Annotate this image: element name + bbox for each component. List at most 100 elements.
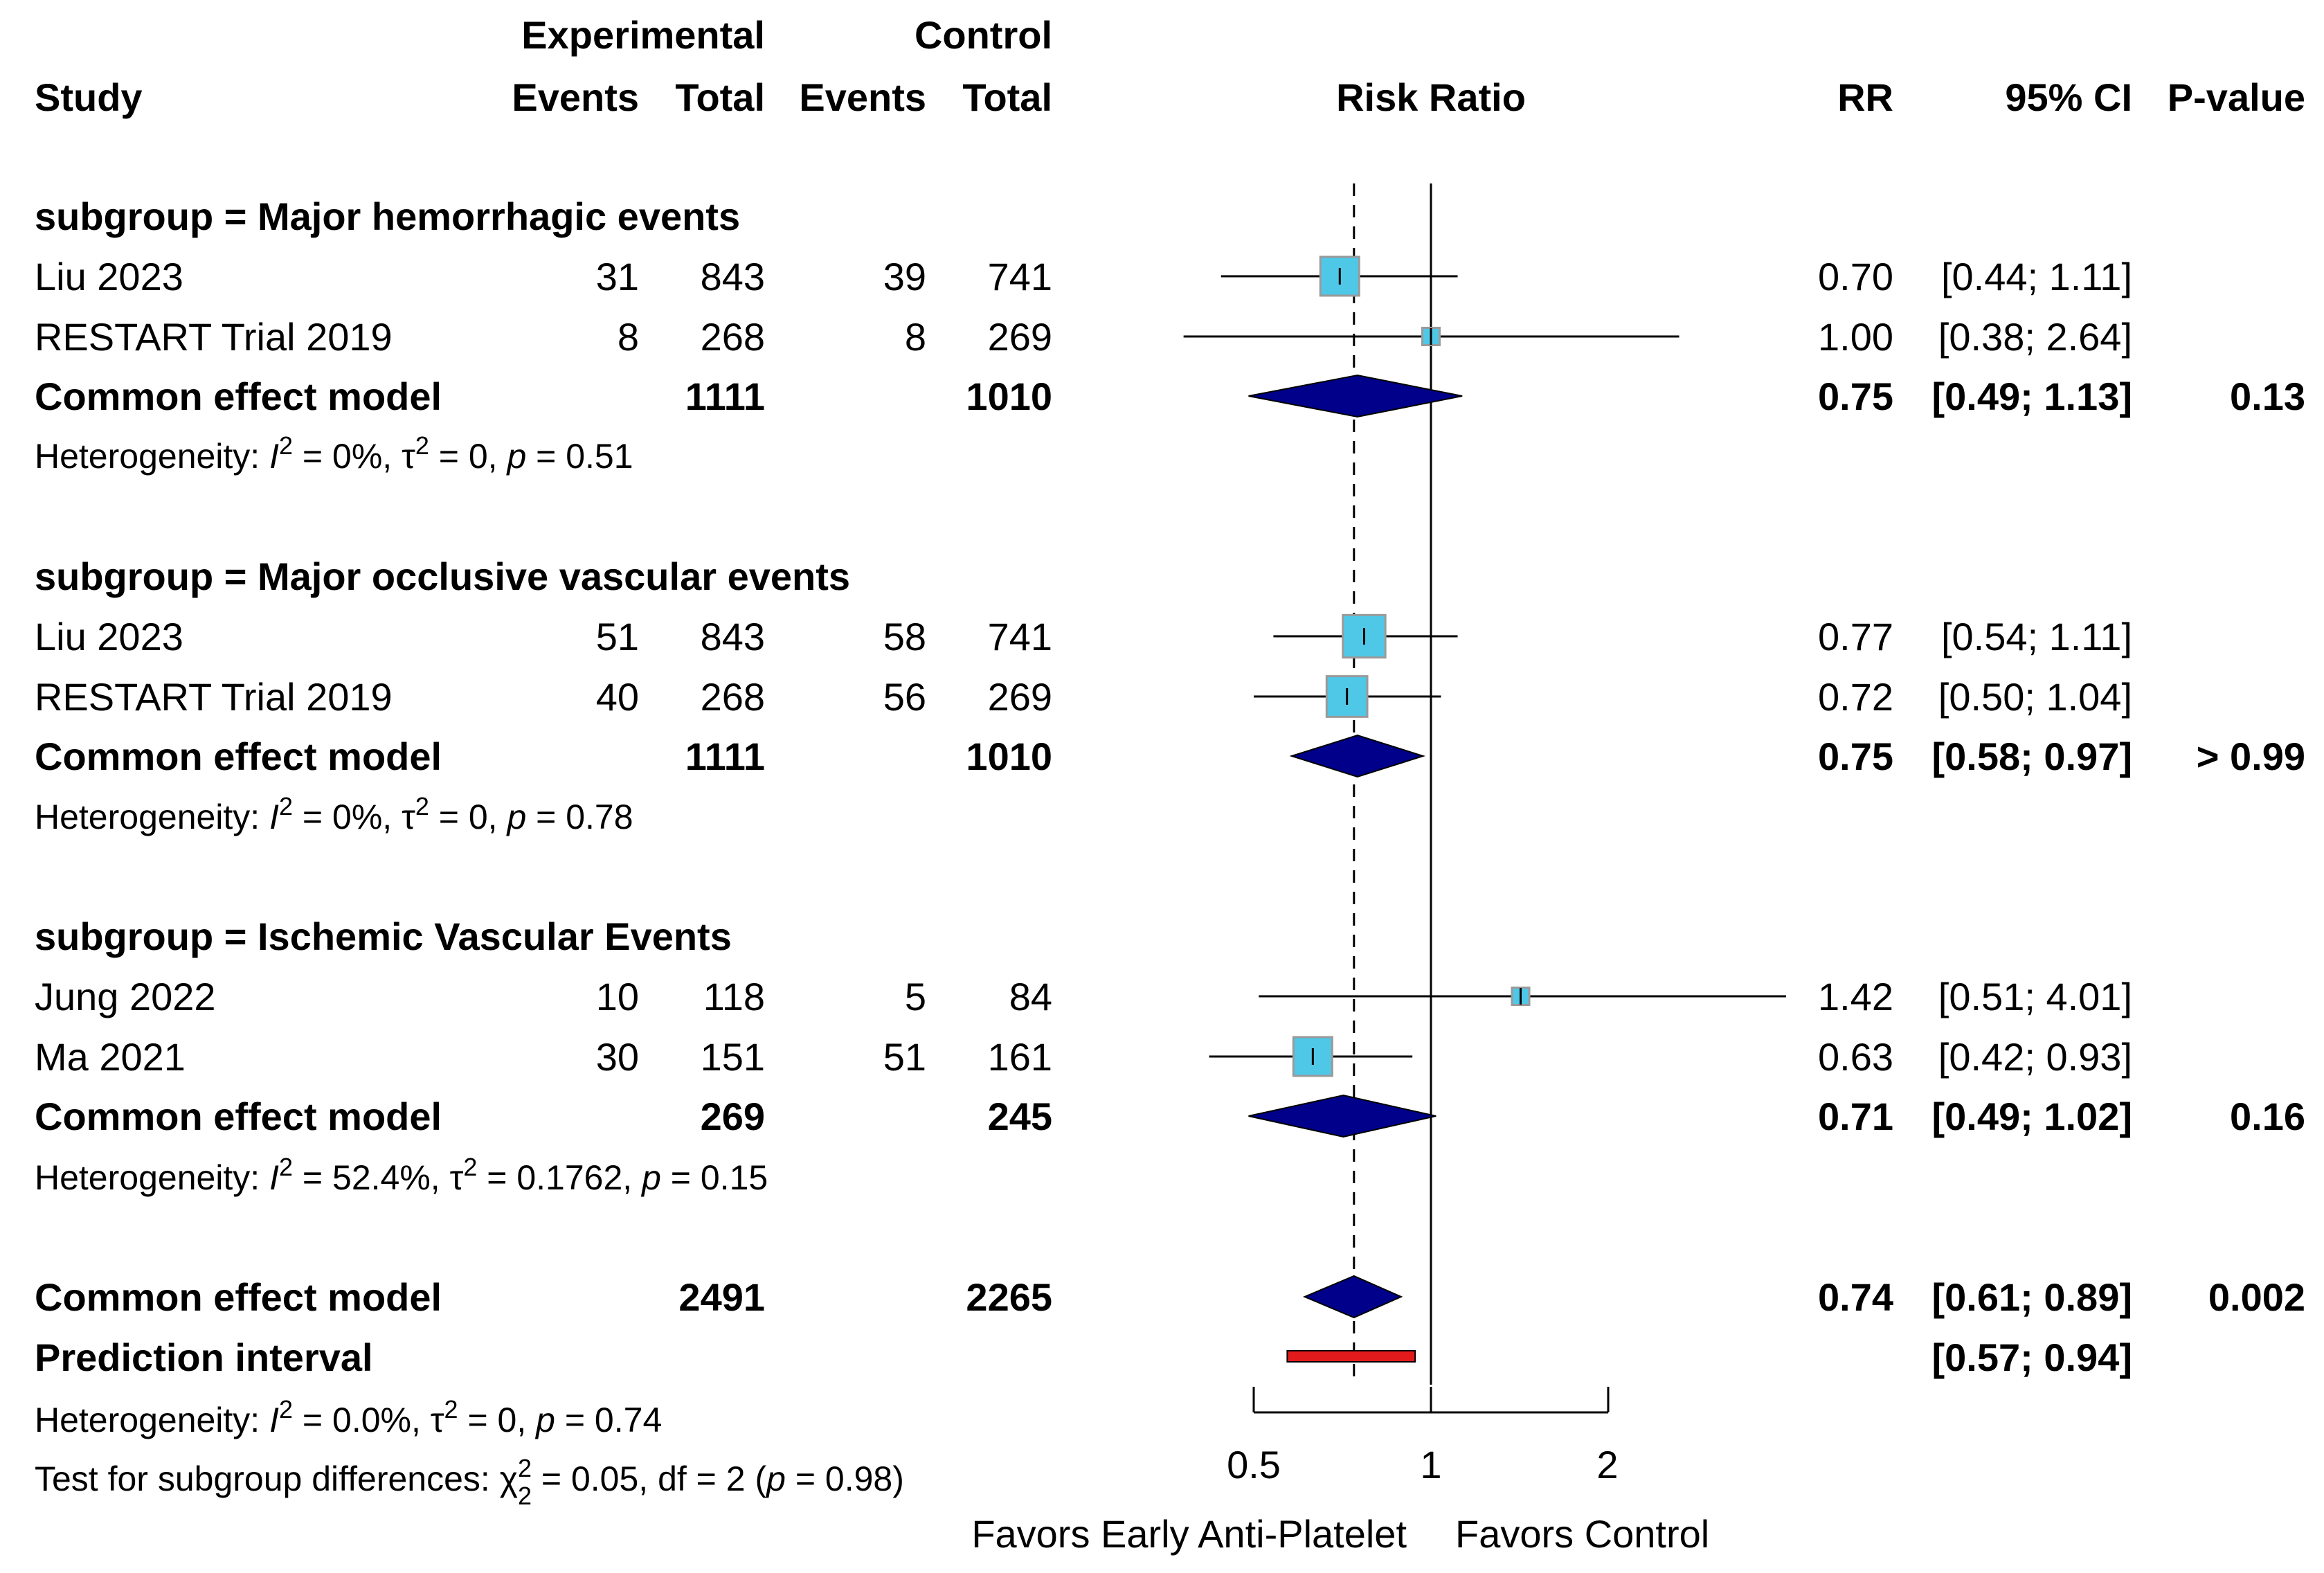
rr-value: 0.63 bbox=[1818, 1035, 1893, 1079]
exp-total: 268 bbox=[701, 315, 765, 359]
pooled-ci: [0.58; 0.97] bbox=[1932, 735, 2133, 778]
study-name: Liu 2023 bbox=[35, 255, 183, 298]
pooled-pvalue: > 0.99 bbox=[2197, 735, 2305, 778]
header-risk-ratio: Risk Ratio bbox=[1336, 75, 1526, 119]
exp-total: 268 bbox=[701, 675, 765, 719]
favors-left-label: Favors Early Anti-Platelet bbox=[971, 1512, 1407, 1556]
study-row: Jung 2022 10 118 5 84 1.42 [0.51; 4.01] bbox=[35, 975, 2132, 1018]
overall-heterogeneity-text: Heterogeneity: I2 = 0.0%, τ2 = 0, p = 0.… bbox=[35, 1395, 662, 1439]
header-pvalue: P-value bbox=[2168, 75, 2305, 119]
ctrl-total: 741 bbox=[988, 255, 1052, 298]
pooled-diamond bbox=[1289, 734, 1426, 778]
ci-value: [0.51; 4.01] bbox=[1938, 975, 2132, 1018]
pooled-ctrl-total: 245 bbox=[988, 1095, 1052, 1138]
exp-events: 31 bbox=[596, 255, 639, 298]
header-control: Control bbox=[915, 13, 1052, 57]
heterogeneity-text: Heterogeneity: I2 = 0%, τ2 = 0, p = 0.51 bbox=[35, 431, 633, 476]
exp-events: 10 bbox=[596, 975, 639, 1018]
exp-events: 30 bbox=[596, 1035, 639, 1079]
favors-right-label: Favors Control bbox=[1455, 1512, 1709, 1556]
pooled-pvalue: 0.16 bbox=[2230, 1095, 2305, 1138]
header-ci: 95% CI bbox=[2005, 75, 2132, 119]
ctrl-events: 5 bbox=[905, 975, 926, 1018]
study-row: RESTART Trial 2019 40 268 56 269 0.72 [0… bbox=[35, 675, 2132, 719]
study-name: Liu 2023 bbox=[35, 615, 183, 658]
pooled-diamond bbox=[1248, 374, 1463, 418]
ci-value: [0.42; 0.93] bbox=[1938, 1035, 2132, 1079]
rr-value: 1.42 bbox=[1818, 975, 1893, 1018]
overall-diamond bbox=[1302, 1275, 1403, 1319]
study-row: Ma 2021 30 151 51 161 0.63 [0.42; 0.93] bbox=[35, 1035, 2132, 1079]
ctrl-total: 741 bbox=[988, 615, 1052, 658]
subgroup-2-label: subgroup = Major occlusive vascular even… bbox=[35, 555, 850, 598]
overall-pvalue: 0.002 bbox=[2208, 1275, 2305, 1319]
exp-events: 8 bbox=[618, 315, 639, 359]
ctrl-total: 84 bbox=[1009, 975, 1052, 1018]
header-experimental: Experimental bbox=[521, 13, 765, 57]
overall-row: Common effect model 2491 2265 0.74 [0.61… bbox=[35, 1275, 2305, 1319]
pooled-rr: 0.71 bbox=[1818, 1095, 1893, 1138]
ctrl-events: 58 bbox=[883, 615, 926, 658]
ci-value: [0.44; 1.11] bbox=[1941, 255, 2132, 298]
subgroup-3-label: subgroup = Ischemic Vascular Events bbox=[35, 915, 732, 958]
pooled-exp-total: 1111 bbox=[685, 375, 765, 418]
ctrl-events: 51 bbox=[883, 1035, 926, 1079]
pooled-name: Common effect model bbox=[35, 735, 442, 778]
rr-value: 0.72 bbox=[1818, 675, 1893, 719]
rr-value: 1.00 bbox=[1818, 315, 1893, 359]
plot-marks bbox=[1183, 183, 1786, 1414]
study-name: RESTART Trial 2019 bbox=[35, 675, 393, 719]
tick-label-2: 2 bbox=[1596, 1443, 1618, 1486]
study-row: Liu 2023 51 843 58 741 0.77 [0.54; 1.11] bbox=[35, 615, 2132, 658]
ctrl-events: 39 bbox=[883, 255, 926, 298]
header-ctrl-events: Events bbox=[799, 75, 926, 119]
pooled-diamond bbox=[1248, 1094, 1436, 1138]
exp-total: 843 bbox=[701, 615, 765, 658]
header-ctrl-total: Total bbox=[962, 75, 1052, 119]
overall-exp-total: 2491 bbox=[678, 1275, 765, 1319]
study-name: Jung 2022 bbox=[35, 975, 216, 1018]
pooled-exp-total: 269 bbox=[701, 1095, 765, 1138]
pooled-ctrl-total: 1010 bbox=[966, 735, 1052, 778]
ci-value: [0.38; 2.64] bbox=[1938, 315, 2132, 359]
overall-name: Common effect model bbox=[35, 1275, 442, 1319]
study-row: RESTART Trial 2019 8 268 8 269 1.00 [0.3… bbox=[35, 315, 2132, 359]
study-name: Ma 2021 bbox=[35, 1035, 186, 1079]
pooled-rr: 0.75 bbox=[1818, 375, 1893, 418]
ctrl-events: 56 bbox=[883, 675, 926, 719]
pooled-exp-total: 1111 bbox=[685, 735, 765, 778]
pooled-row: Common effect model 269 245 0.71 [0.49; … bbox=[35, 1095, 2305, 1138]
pooled-rr: 0.75 bbox=[1818, 735, 1893, 778]
header-exp-total: Total bbox=[675, 75, 765, 119]
overall-rr: 0.74 bbox=[1818, 1275, 1893, 1319]
study-name: RESTART Trial 2019 bbox=[35, 315, 393, 359]
subgroup-1-label: subgroup = Major hemorrhagic events bbox=[35, 195, 740, 238]
pooled-name: Common effect model bbox=[35, 1095, 442, 1138]
ctrl-events: 8 bbox=[905, 315, 926, 359]
pooled-name: Common effect model bbox=[35, 375, 442, 418]
pooled-pvalue: 0.13 bbox=[2230, 375, 2305, 418]
heterogeneity-text: Heterogeneity: I2 = 0%, τ2 = 0, p = 0.78 bbox=[35, 792, 633, 836]
header-exp-events: Events bbox=[512, 75, 639, 119]
pooled-row: Common effect model 1111 1010 0.75 [0.58… bbox=[35, 735, 2305, 778]
pooled-ci: [0.49; 1.13] bbox=[1932, 375, 2133, 418]
pooled-row: Common effect model 1111 1010 0.75 [0.49… bbox=[35, 375, 2305, 418]
prediction-bar bbox=[1286, 1350, 1416, 1363]
pooled-ci: [0.49; 1.02] bbox=[1932, 1095, 2133, 1138]
subgroup-test-text: Test for subgroup differences: χ2 2 = 0.0… bbox=[35, 1454, 904, 1510]
ctrl-total: 269 bbox=[988, 315, 1052, 359]
tick-label-1: 1 bbox=[1420, 1443, 1441, 1486]
prediction-row: Prediction interval [0.57; 0.94] bbox=[35, 1336, 2132, 1379]
pooled-ctrl-total: 1010 bbox=[966, 375, 1052, 418]
prediction-name: Prediction interval bbox=[35, 1336, 373, 1379]
tick-label-0.5: 0.5 bbox=[1227, 1443, 1281, 1486]
ci-value: [0.54; 1.11] bbox=[1941, 615, 2132, 658]
exp-events: 40 bbox=[596, 675, 639, 719]
overall-ctrl-total: 2265 bbox=[966, 1275, 1052, 1319]
exp-total: 843 bbox=[701, 255, 765, 298]
heterogeneity-text: Heterogeneity: I2 = 52.4%, τ2 = 0.1762, … bbox=[35, 1153, 768, 1197]
ctrl-total: 161 bbox=[988, 1035, 1052, 1079]
rr-value: 0.77 bbox=[1818, 615, 1893, 658]
header-rr: RR bbox=[1837, 75, 1893, 119]
